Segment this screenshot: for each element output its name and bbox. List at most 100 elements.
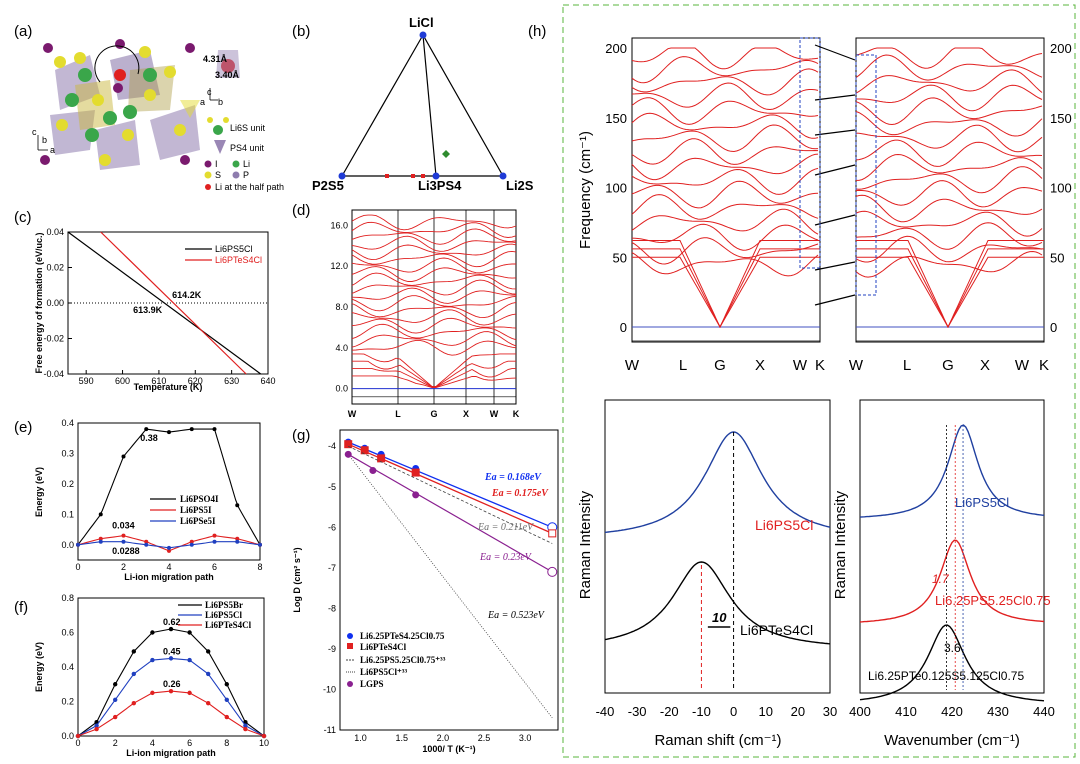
panel-a-label: (a) — [14, 23, 32, 40]
y-tick-label-right: 200 — [1050, 41, 1072, 56]
phonon-band — [631, 194, 819, 220]
legend-li-half-path: Li at the half path — [215, 182, 284, 192]
data-point — [121, 454, 126, 459]
raman-right-tick: 400 — [849, 704, 871, 719]
vertex-li3ps4: Li3PS4 — [418, 178, 462, 193]
k-point-label: X — [980, 357, 990, 374]
data-point — [144, 427, 149, 432]
phonon-band — [855, 194, 1043, 223]
k-point-label: L — [395, 409, 401, 419]
phonon-band — [351, 272, 517, 290]
y-tick-label: 0.8 — [61, 593, 74, 603]
panel-h-border — [562, 4, 1076, 758]
y-tick-label-left: 0 — [620, 320, 627, 335]
phonon-band — [855, 210, 1043, 237]
x-tick-label: 3.0 — [519, 733, 532, 743]
panel-g-frame — [339, 429, 559, 731]
data-point — [187, 630, 192, 635]
panel-c-label: (c) — [14, 209, 32, 226]
k-point-label: X — [463, 409, 469, 419]
raman-left-ylabel: Raman Intensity — [577, 490, 594, 599]
phonon-band — [351, 257, 516, 274]
panel-f-legend: Li6PS5Br Li6PS5Cl Li6PTeS4Cl — [178, 600, 252, 630]
raman-left-tick: -20 — [660, 704, 679, 719]
panel-a: (a) 4.31Å 3.40Å c — [14, 23, 284, 192]
raman-right-tick: 440 — [1033, 704, 1055, 719]
panel-c-plot: 614.2K 613.9K — [67, 231, 268, 375]
panel-e-label: (e) — [14, 419, 32, 436]
comparison-arrow — [814, 261, 856, 271]
panel-c-legend: Li6PS5Cl Li6PTeS4Cl — [185, 244, 262, 265]
data-point — [344, 440, 353, 449]
x-tick-label: 10 — [259, 738, 269, 748]
k-point-label: X — [755, 357, 765, 374]
x-tick-label: 6 — [187, 738, 192, 748]
y-tick-label: -7 — [328, 563, 336, 573]
data-point — [98, 512, 103, 517]
y-tick-label-left: 50 — [613, 250, 627, 265]
raman-left-tick: 10 — [758, 704, 772, 719]
y-tick-label-right: 50 — [1050, 250, 1064, 265]
x-tick-label: 2.0 — [437, 733, 450, 743]
y-tick-label: -8 — [328, 603, 336, 613]
k-point-label: K — [513, 409, 520, 419]
data-point — [235, 539, 240, 544]
phonon-band — [856, 84, 1043, 112]
data-point — [113, 714, 118, 720]
raman-right-ylabel: Raman Intensity — [832, 490, 849, 599]
raman-left-curve-bottom — [604, 561, 831, 645]
vertex-p2s5: P2S5 — [312, 178, 344, 193]
data-point — [360, 446, 369, 455]
comparison-arrow — [814, 94, 856, 101]
panel-e-axes: 0 2 4 6 8 0.4 0.3 0.2 0.1 0.0 — [61, 418, 262, 572]
phonon-band — [631, 112, 819, 139]
data-point — [150, 630, 155, 635]
y-tick-label: 12.0 — [330, 261, 348, 271]
annotation-614-2k: 614.2K — [172, 290, 202, 300]
panel-e: (e) 0 2 4 6 8 0.4 0.3 0.2 0.1 0.0 0.38 0.034 0.0288… — [14, 418, 263, 582]
legend-li: Li — [243, 159, 250, 169]
comparison-arrow — [814, 164, 856, 176]
raman-left-tick: -10 — [692, 704, 711, 719]
x-tick-label: 630 — [224, 376, 239, 386]
legend-i: I — [215, 159, 218, 169]
phonon-band — [631, 56, 819, 84]
y-tick-label: 0.04 — [46, 227, 64, 237]
y-tick-label: 4.0 — [335, 343, 348, 353]
legend-g-4: Li6PS5Cl⁺³³ — [360, 667, 407, 677]
data-point — [121, 539, 126, 544]
data-point — [167, 545, 171, 550]
series-line-4 — [347, 453, 553, 573]
phonon-band — [856, 153, 1043, 181]
data-point — [131, 671, 136, 677]
x-tick-label: 620 — [188, 376, 203, 386]
x-tick-label: 2 — [113, 738, 118, 748]
series-line-3 — [347, 454, 553, 719]
x-tick-label: 2.5 — [478, 733, 491, 743]
y-tick-label: 0.02 — [46, 263, 64, 273]
data-point — [168, 656, 174, 661]
phase-diagram: LiCl P2S5 Li3PS4 Li2S — [312, 15, 534, 193]
panel-g: (g) 1.0 1.5 2.0 2.5 3.0 -4 -5 -6 -7 -8 -9 -10 -11 10… — [292, 427, 559, 754]
raman-right-curve-3 — [859, 624, 1045, 702]
data-point — [206, 649, 211, 654]
band-ylabel: Frequency (cm⁻¹) — [577, 131, 594, 249]
series-line-2 — [348, 445, 553, 544]
k-point-label: W — [625, 357, 640, 374]
x-tick-label: 590 — [79, 376, 94, 386]
panel-d-axes: W L G X W K 16.0 12.0 8.0 4.0 0.0 — [330, 210, 520, 419]
x-tick-label: 4 — [166, 562, 171, 572]
data-point — [243, 726, 248, 732]
data-point — [235, 503, 240, 508]
phonon-band — [631, 138, 819, 165]
phonon-band — [855, 124, 1043, 153]
phonon-band — [631, 124, 819, 153]
data-point — [167, 430, 171, 435]
data-point — [76, 542, 80, 547]
comparison-arrow — [814, 129, 856, 136]
phonon-band — [855, 54, 1043, 81]
x-tick-label: 0 — [75, 738, 80, 748]
band-comparison-arrows — [799, 37, 877, 306]
